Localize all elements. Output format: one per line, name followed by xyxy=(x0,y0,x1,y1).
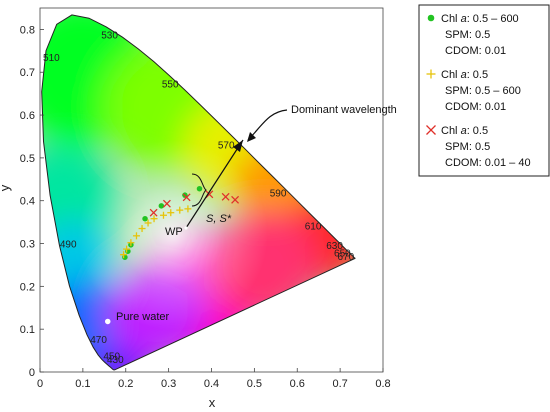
y-axis: 0 0.1 0.2 0.3 0.4 0.5 0.6 0.7 0.8 xyxy=(20,24,44,379)
data-point-series-1 xyxy=(142,215,148,222)
data-point-series-1 xyxy=(158,203,165,209)
y-tick-label: 0.4 xyxy=(20,196,35,208)
wavelength-label-450: 450 xyxy=(103,351,120,362)
data-point-series-2 xyxy=(120,251,128,259)
data-point-series-3 xyxy=(182,193,191,202)
wavelength-label-610: 610 xyxy=(305,221,322,232)
y-axis-label: y xyxy=(0,184,12,191)
x-tick-label: 0.1 xyxy=(75,378,90,390)
legend-box xyxy=(418,4,550,177)
annotations: Dominant wavelength S, S* WP Pure water xyxy=(116,104,397,323)
x-tick-label: 0.6 xyxy=(290,378,305,390)
x-tick-label: 0.3 xyxy=(161,378,176,390)
data-point-series-1 xyxy=(196,185,203,192)
data-point-series-2 xyxy=(184,205,192,213)
legend-entry-3-line-2: SPM: 0.5 xyxy=(445,141,490,153)
data-point-series-2 xyxy=(132,232,140,240)
data-point-series-3 xyxy=(221,192,230,201)
x-tick-label: 0.8 xyxy=(375,378,390,390)
legend-entry-1-line-3: CDOM: 0.01 xyxy=(445,45,506,57)
x-tick-label: 0.4 xyxy=(204,378,219,390)
data-points xyxy=(104,185,240,325)
wavelength-label-470: 470 xyxy=(90,335,107,346)
y-tick-label: 0.7 xyxy=(20,67,35,79)
s-bracket xyxy=(191,173,207,207)
dominant-wavelength-label: Dominant wavelength xyxy=(291,104,397,116)
s-label: S, S* xyxy=(206,213,232,225)
wavelength-label-490: 490 xyxy=(60,240,77,251)
y-tick-label: 0.3 xyxy=(20,239,35,251)
x-tick-label: 0.2 xyxy=(118,378,133,390)
wavelength-label-590: 590 xyxy=(270,189,287,200)
y-tick-label: 0.6 xyxy=(20,110,35,122)
legend-entry-1-line-2: SPM: 0.5 xyxy=(445,29,490,41)
legend-entry-2-line-1: Chl a: 0.5 xyxy=(441,69,488,81)
y-tick-label: 0.8 xyxy=(20,24,35,36)
x-axis: 0 0.1 0.2 0.3 0.4 0.5 0.6 0.7 0.8 xyxy=(37,368,391,390)
wavelength-label-530: 530 xyxy=(101,31,118,42)
wavelength-label-570: 570 xyxy=(218,141,235,152)
data-point-series-3 xyxy=(149,208,158,217)
data-point-series-2 xyxy=(138,225,146,233)
spectral-locus-outline xyxy=(41,14,356,371)
dominant-wavelength-callout-arrowhead xyxy=(247,132,256,142)
legend-entry-2-line-3: CDOM: 0.01 xyxy=(445,101,506,113)
legend-symbol-3 xyxy=(426,125,436,135)
wavelength-label-670: 670 xyxy=(337,252,354,263)
data-point-series-2 xyxy=(144,219,152,227)
data-point-series-2 xyxy=(150,215,158,223)
legend-entry-2-line-2: SPM: 0.5 – 600 xyxy=(445,85,521,97)
legend: Chl a: 0.5 – 600 SPM: 0.5 CDOM: 0.01 Chl a:… xyxy=(418,4,550,177)
y-tick-label: 0.2 xyxy=(20,281,35,293)
wp-label: WP xyxy=(165,226,183,238)
legend-symbol-2 xyxy=(426,69,436,79)
y-tick-label: 0.1 xyxy=(20,324,35,336)
wavelength-label-430: 430 xyxy=(107,355,124,366)
x-tick-label: 0 xyxy=(37,378,43,390)
x-tick-label: 0.5 xyxy=(247,378,262,390)
data-point-series-2 xyxy=(127,239,135,247)
pure-water-point xyxy=(104,318,111,325)
data-point-series-2 xyxy=(159,211,167,219)
x-axis-label: x xyxy=(209,395,216,410)
wavelength-label-510: 510 xyxy=(43,53,60,64)
wavelength-label-550: 550 xyxy=(162,80,179,91)
wavelength-label-650: 650 xyxy=(334,248,351,259)
white-point-marker xyxy=(184,226,188,230)
legend-entry-1-line-1: Chl a: 0.5 – 600 xyxy=(441,13,519,25)
dominant-wavelength-arrowhead xyxy=(233,140,243,152)
data-point-series-3 xyxy=(231,195,240,204)
wavelength-label-630: 630 xyxy=(326,241,343,252)
data-point-series-2 xyxy=(167,209,175,217)
data-point-series-2 xyxy=(123,245,131,253)
dominant-wavelength-line xyxy=(185,139,244,229)
legend-entry-3-line-1: Chl a: 0.5 xyxy=(441,125,488,137)
data-point-series-2 xyxy=(176,206,184,214)
y-tick-label: 0.5 xyxy=(20,153,35,165)
legend-symbol-1 xyxy=(427,14,435,22)
legend-entry-3-line-3: CDOM: 0.01 – 40 xyxy=(445,157,531,169)
pure-water-label: Pure water xyxy=(116,311,170,323)
x-tick-label: 0.7 xyxy=(332,378,347,390)
y-tick-label: 0 xyxy=(29,367,35,379)
data-point-series-3 xyxy=(162,199,171,208)
